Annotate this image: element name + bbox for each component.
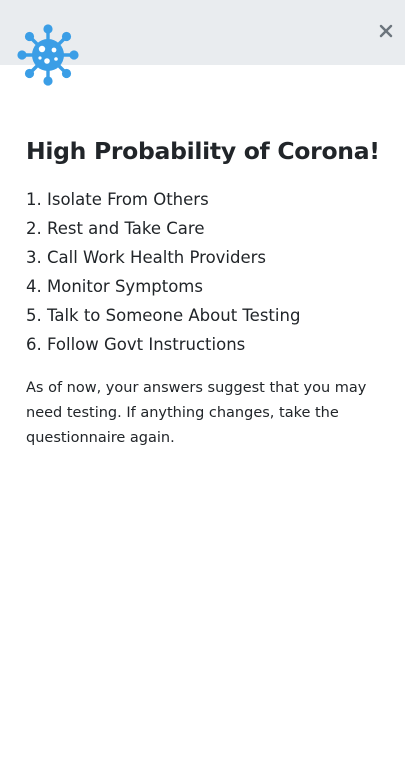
step-item: 3. Call Work Health Providers: [26, 248, 267, 267]
result-content: High Probability of Corona! 1. Isolate F…: [26, 134, 386, 451]
steps-list: 1. Isolate From Others 2. Rest and Take …: [26, 185, 386, 359]
step-item: 1. Isolate From Others: [26, 190, 209, 209]
step-item: 4. Monitor Symptoms: [26, 277, 203, 296]
close-button[interactable]: [375, 19, 397, 43]
step-item: 5. Talk to Someone About Testing: [26, 306, 301, 325]
step-item: 6. Follow Govt Instructions: [26, 335, 246, 354]
close-icon: [379, 24, 393, 38]
page-title: High Probability of Corona!: [26, 137, 380, 165]
virus-icon: [14, 22, 82, 88]
step-item: 2. Rest and Take Care: [26, 219, 205, 238]
advice-note: As of now, your answers suggest that you…: [26, 380, 367, 446]
